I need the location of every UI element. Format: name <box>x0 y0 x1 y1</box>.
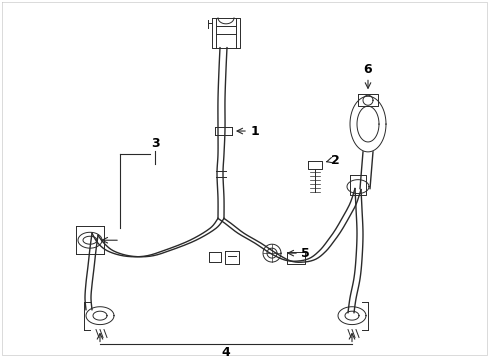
Text: 1: 1 <box>250 125 259 138</box>
Text: 6: 6 <box>363 63 371 76</box>
Text: 5: 5 <box>300 247 309 260</box>
Text: 4: 4 <box>221 346 230 359</box>
Text: 2: 2 <box>330 154 339 167</box>
Text: 3: 3 <box>150 138 159 150</box>
